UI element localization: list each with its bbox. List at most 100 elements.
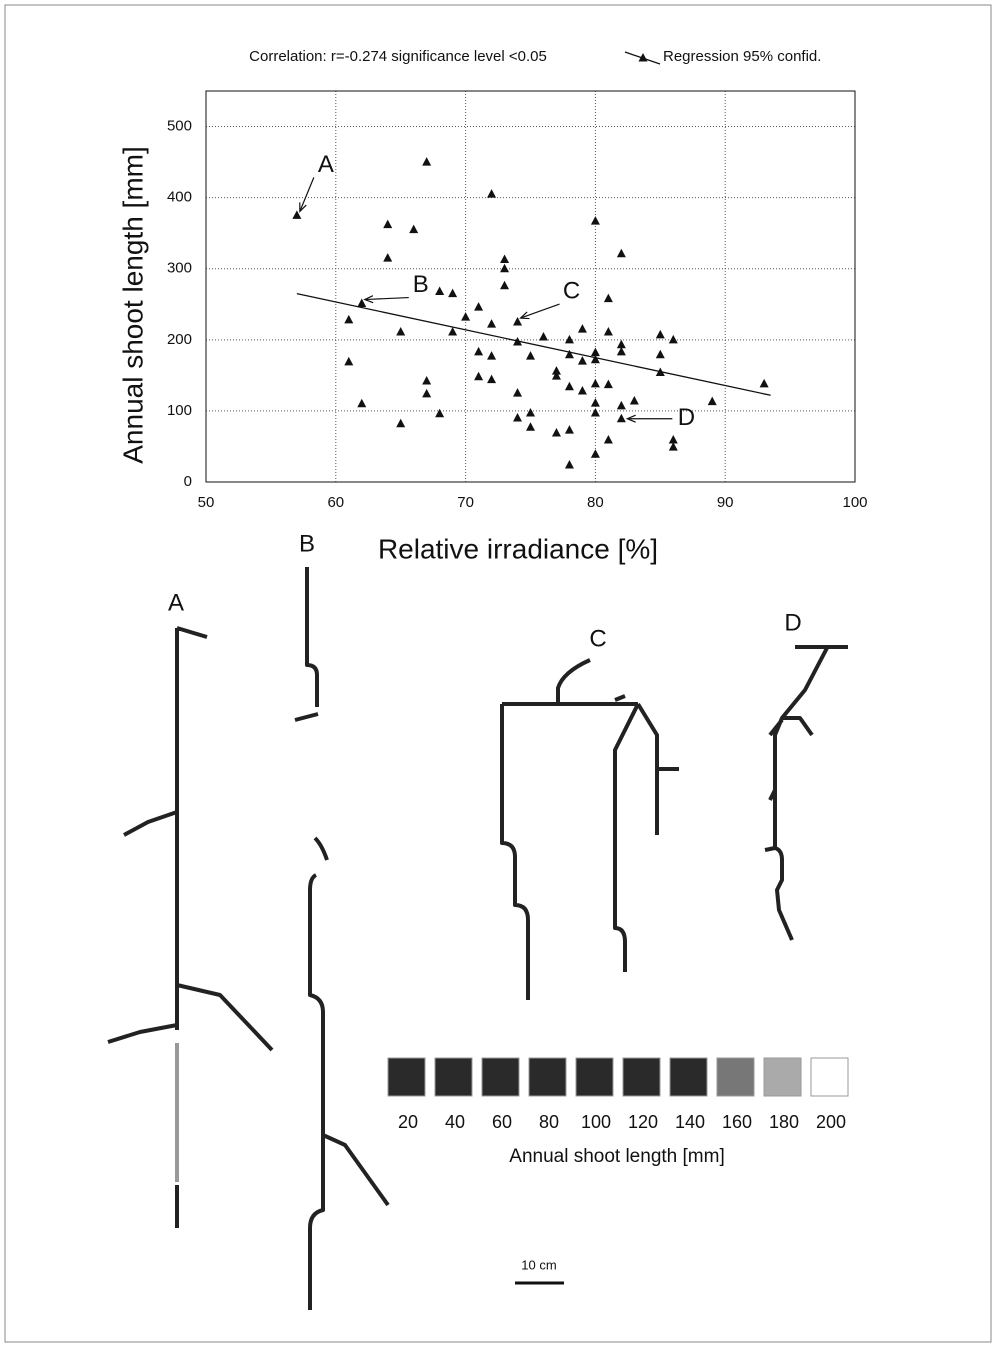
point xyxy=(357,298,367,308)
point xyxy=(487,374,497,384)
legend-swatch xyxy=(810,1057,849,1097)
point xyxy=(448,326,458,336)
annotation-arrow xyxy=(364,296,409,301)
legend-swatch-label: 80 xyxy=(539,1112,559,1132)
drawing-label: A xyxy=(168,589,184,616)
point xyxy=(474,371,484,381)
point xyxy=(292,210,302,219)
legend-swatch-label: 40 xyxy=(445,1112,465,1132)
x-tick-label: 60 xyxy=(327,494,344,511)
legend-swatch xyxy=(716,1057,755,1097)
annotation-label: A xyxy=(318,151,334,178)
point xyxy=(422,157,432,166)
point xyxy=(590,354,600,364)
shoot-a xyxy=(107,626,274,1228)
point xyxy=(655,367,665,377)
point xyxy=(564,334,574,344)
drawing-label: D xyxy=(784,609,801,636)
legend-swatch xyxy=(622,1057,661,1097)
shoot-drawings xyxy=(107,567,848,1310)
point xyxy=(344,314,354,324)
point xyxy=(487,351,497,360)
y-tick-label: 500 xyxy=(167,118,192,135)
point xyxy=(396,326,406,336)
point xyxy=(564,349,574,359)
legend-swatch xyxy=(387,1057,426,1097)
y-axis-title: Annual shoot length [mm] xyxy=(117,146,148,464)
subtitle: Correlation: r=-0.274 significance level… xyxy=(249,48,547,65)
point xyxy=(422,376,432,385)
annotation-arrowhead xyxy=(363,295,374,304)
legend-swatch xyxy=(528,1057,567,1097)
point xyxy=(461,312,471,321)
point xyxy=(564,425,574,434)
drawing-label: B xyxy=(299,530,315,557)
legend-label: Regression 95% confid. xyxy=(663,48,821,65)
legend-swatch-label: 100 xyxy=(581,1112,611,1132)
point xyxy=(616,413,626,423)
shoot-c xyxy=(500,658,679,1000)
annotation-label: B xyxy=(413,271,429,298)
shoot-b xyxy=(294,567,390,1310)
legend-swatch xyxy=(669,1057,708,1097)
point xyxy=(383,253,393,262)
drawing-label: C xyxy=(589,625,606,652)
point xyxy=(616,339,626,349)
annotation-arrowhead xyxy=(299,202,307,213)
legend-swatch xyxy=(763,1057,802,1097)
point xyxy=(551,366,561,375)
annotation-label: C xyxy=(563,277,580,304)
figure-frame xyxy=(4,4,992,1343)
point xyxy=(668,442,678,451)
point xyxy=(603,435,613,444)
y-tick-label: 0 xyxy=(184,473,192,490)
point xyxy=(409,224,419,234)
x-tick-label: 90 xyxy=(717,494,734,511)
point xyxy=(357,398,367,408)
point xyxy=(448,288,458,298)
regression-line xyxy=(296,292,771,396)
shoot-d xyxy=(764,645,848,941)
point xyxy=(590,398,600,407)
legend-marker xyxy=(638,53,648,62)
point xyxy=(590,449,600,458)
point xyxy=(707,396,717,406)
annotation-arrowhead xyxy=(519,311,530,320)
point xyxy=(551,427,561,437)
point xyxy=(435,408,445,418)
point xyxy=(564,459,574,469)
legend-swatch-label: 200 xyxy=(816,1112,846,1132)
point xyxy=(538,331,548,341)
legend-swatch-label: 180 xyxy=(769,1112,799,1132)
point xyxy=(487,319,497,328)
point xyxy=(629,395,639,405)
point xyxy=(616,346,626,356)
y-tick-label: 100 xyxy=(167,402,192,419)
point xyxy=(500,254,510,263)
point xyxy=(655,349,665,359)
point xyxy=(603,379,613,389)
legend-swatch-label: 60 xyxy=(492,1112,512,1132)
x-tick-label: 70 xyxy=(457,494,474,511)
point xyxy=(513,388,523,397)
point xyxy=(668,334,678,344)
point xyxy=(564,381,574,391)
annotation-label: D xyxy=(678,404,695,431)
point xyxy=(616,248,626,258)
point xyxy=(668,435,678,444)
point xyxy=(590,378,600,388)
legend-swatch xyxy=(481,1057,520,1097)
legend-swatch-label: 160 xyxy=(722,1112,752,1132)
point xyxy=(474,346,484,356)
legend-swatch-label: 20 xyxy=(398,1112,418,1132)
plot-frame xyxy=(205,90,856,483)
x-tick-label: 100 xyxy=(842,494,867,511)
annotation-arrow xyxy=(299,177,315,212)
x-axis-title: Relative irradiance [%] xyxy=(378,533,658,564)
y-tick-label: 400 xyxy=(167,189,192,206)
y-tick-label: 300 xyxy=(167,260,192,277)
point xyxy=(513,317,523,326)
point xyxy=(759,378,769,388)
point xyxy=(422,388,432,398)
